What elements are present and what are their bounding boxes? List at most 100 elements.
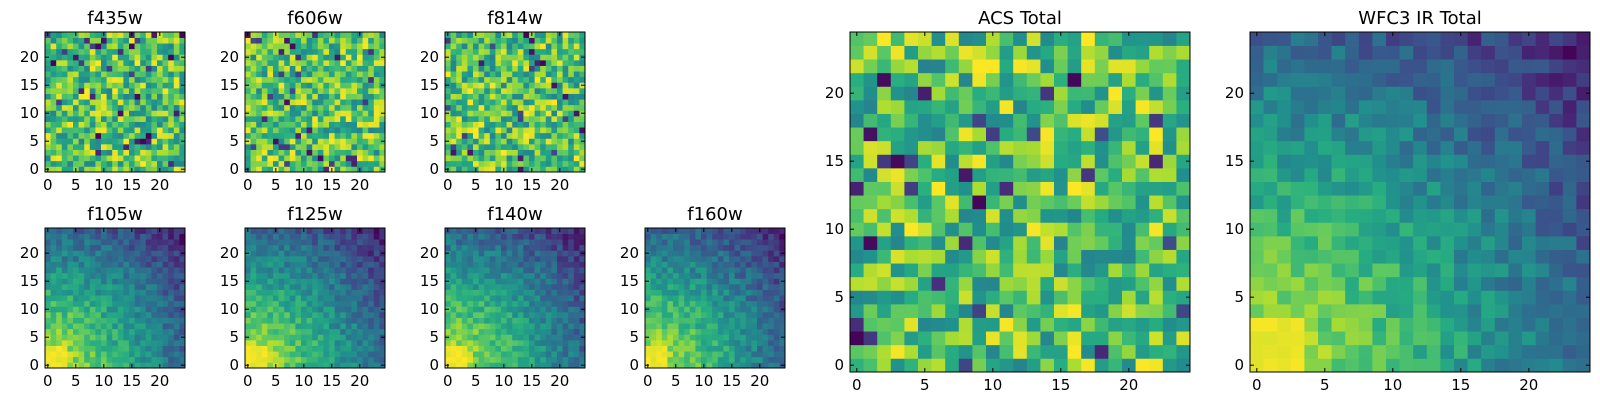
heatmap-cell [506,289,513,296]
heatmap-cell [295,340,302,346]
heatmap-cell [545,76,552,83]
heatmap-cell [379,356,386,363]
heatmap-cell [168,48,175,55]
heatmap-cell [151,267,158,274]
heatmap-cell [368,289,375,296]
heatmap-cell [162,300,169,307]
heatmap-cell [312,71,319,78]
heatmap-cell [345,228,352,234]
heatmap-cell [173,284,180,290]
heatmap-cell [56,82,63,89]
heatmap-cell [506,132,513,139]
heatmap-cell [545,160,552,167]
heatmap-cell [545,121,552,128]
heatmap-cell [461,356,468,363]
heatmap-cell [512,144,519,150]
heatmap-cell [67,93,74,100]
heatmap-cell [168,323,175,330]
heatmap-cell [473,295,479,302]
heatmap-cell [357,144,363,150]
heatmap-cell [151,93,158,100]
heatmap-cell [712,278,719,285]
heatmap-cell [1094,304,1109,318]
heatmap-cell [501,82,507,89]
heatmap-cell [123,345,130,352]
heatmap-cell [667,278,674,285]
heatmap-cell [863,290,878,305]
heatmap-cell [151,88,158,94]
heatmap-cell [267,250,274,257]
heatmap-cell [301,334,307,341]
heatmap-cell [368,54,375,61]
heatmap-cell [740,295,747,302]
heatmap-cell [123,300,130,307]
heatmap-cell [151,149,158,156]
heatmap-cell [173,323,180,330]
heatmap-cell [712,351,719,358]
heatmap-cell [134,306,141,313]
heatmap-cell [134,289,141,296]
heatmap-cell [145,138,152,145]
heatmap-cell [461,127,468,134]
heatmap-cell [295,272,302,279]
heatmap-cell [323,340,330,346]
heatmap-cell [568,71,575,78]
heatmap-cell [261,272,268,279]
heatmap-cell [173,272,180,279]
heatmap-cell [129,334,135,341]
heatmap-cell [73,323,79,330]
heatmap-cell [334,60,341,66]
heatmap-cell [340,48,347,55]
heatmap-cell [445,43,451,50]
heatmap-cell [261,116,268,122]
heatmap-cell [250,328,257,335]
heatmap-cell [529,71,535,78]
heatmap-cell [289,312,296,318]
heatmap-cell [56,93,63,100]
heatmap-cell [484,306,491,313]
heatmap-cell [162,345,169,352]
heatmap-cell [1176,236,1191,250]
heatmap-cell [312,256,319,262]
heatmap-cell [289,48,296,55]
heatmap-cell [773,328,780,335]
heatmap-cell [517,121,524,128]
heatmap-cell [117,317,124,324]
heatmap-cell [306,160,313,167]
heatmap-cell [768,356,775,363]
heatmap-cell [579,300,586,307]
heatmap-cell [373,272,380,279]
heatmap-cell [757,312,763,318]
heatmap-cell [450,93,457,100]
heatmap-cell [157,149,163,156]
heatmap-cell [695,239,702,246]
heatmap-cell [329,37,335,44]
heatmap-cell [101,43,107,50]
heatmap-cell [267,340,274,346]
heatmap-cell [78,82,85,89]
x-tick-label: 5 [271,176,281,194]
heatmap-cell [545,244,552,251]
heatmap-cell [357,261,363,268]
heatmap-cell [329,48,335,55]
heatmap-cell [551,144,558,150]
heatmap-cell [345,32,352,38]
heatmap-cell [745,284,752,290]
heatmap-cell [717,345,724,352]
heatmap-cell [173,54,180,61]
heatmap-cell [445,37,451,44]
heatmap-cell [562,166,569,173]
heatmap-cell [678,278,685,285]
heatmap-cell [673,250,679,257]
heatmap-cell [512,233,519,240]
heatmap-cell [478,37,485,44]
heatmap-cell [551,317,558,324]
heatmap-cell [267,334,274,341]
heatmap-cell [461,121,468,128]
heatmap-cell [245,104,251,111]
heatmap-cell [256,132,263,139]
heatmap-cell [551,138,558,145]
heatmap-cell [557,250,563,257]
heatmap-cell [562,54,569,61]
heatmap-cell [295,99,302,106]
